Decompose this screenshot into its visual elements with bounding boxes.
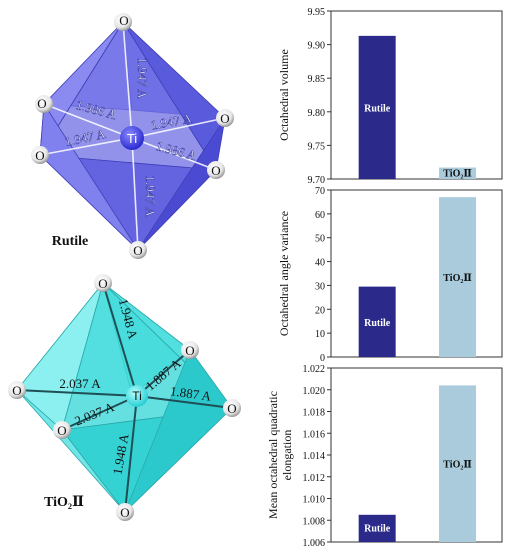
- y-tick-label: 1.010: [303, 495, 326, 506]
- y-tick-label: 9.70: [308, 175, 326, 186]
- y-tick-label: 60: [315, 210, 325, 221]
- bar-rutile: [358, 514, 396, 542]
- o-label: O: [227, 401, 236, 416]
- y-axis-label: Octahedral angle variance: [277, 211, 291, 336]
- o-label: O: [211, 163, 220, 178]
- y-tick-label: 1.008: [303, 516, 326, 527]
- y-tick-label: 1.016: [303, 429, 326, 440]
- y-tick-label: 1.014: [303, 451, 326, 462]
- y-tick-label: 10: [315, 329, 325, 340]
- octahedra-figure: 1.947 A 1.986 A 1.947 A 1.947 A 1.986 A …: [8, 13, 241, 521]
- tio2-bond-label: 1.948 A: [110, 432, 132, 476]
- bar-tio2-ii: [439, 167, 477, 179]
- chart-frame: [330, 189, 503, 358]
- rutile-ti-atom: [120, 126, 144, 150]
- bar-rutile: [358, 286, 396, 357]
- bar-tio2-ii: [439, 197, 477, 357]
- rutile-bond-label: 1.947 A: [150, 111, 194, 133]
- bar-label: Rutile: [364, 523, 391, 534]
- y-tick-label: 1.006: [303, 538, 326, 549]
- y-tick-label: 0: [320, 353, 325, 364]
- y-tick-label: 9.90: [308, 41, 326, 52]
- chart-panel: 1.006 1.008 1.010 1.012 1.014 1.016 1.018 1.020…: [266, 364, 503, 549]
- tio2-o-atoms: [8, 274, 241, 521]
- y-tick-label: 1.020: [303, 386, 326, 397]
- rutile-face: [39, 102, 139, 251]
- tio2-bond-label: 2.037 A: [59, 376, 101, 391]
- o-label: O: [220, 111, 229, 126]
- y-tick-label: 9.75: [308, 141, 326, 152]
- y-tick-label: 9.85: [308, 74, 326, 85]
- y-tick-label: 40: [315, 258, 325, 269]
- chart-panel: 9.70 9.75 9.80 9.85 9.90 9.95 Rutile TiO₂Ⅱ Octah…: [277, 7, 503, 186]
- o-label: O: [37, 96, 46, 111]
- y-tick-label: 50: [315, 234, 325, 245]
- bar-label: Rutile: [364, 318, 391, 329]
- tio2-face: [16, 389, 126, 513]
- rutile-title: Rutile: [52, 234, 89, 249]
- rutile-ti-label: Ti: [127, 131, 137, 146]
- rutile-bond-label: 1.947 A: [143, 175, 158, 217]
- tio2-ti-atom: [126, 385, 148, 407]
- o-label: O: [35, 148, 44, 163]
- bar-tio2-ii: [439, 385, 477, 542]
- tio2-ti-label: Ti: [132, 389, 142, 403]
- y-tick-label: 1.012: [303, 473, 326, 484]
- bar-label: TiO₂Ⅱ: [443, 460, 471, 471]
- rutile-octahedron: 1.947 A 1.986 A 1.947 A 1.947 A 1.986 A …: [31, 13, 234, 259]
- o-label: O: [98, 276, 107, 291]
- y-tick-label: 9.95: [308, 7, 326, 18]
- y-tick-label: 1.022: [303, 364, 326, 375]
- y-tick-label: 70: [315, 186, 325, 197]
- bar-label: Rutile: [364, 103, 391, 114]
- chart-frame: [330, 10, 503, 180]
- o-label: O: [133, 243, 142, 258]
- tio2-face: [124, 349, 233, 513]
- y-tick-label: 20: [315, 305, 325, 316]
- o-label: O: [185, 343, 194, 358]
- rutile-face: [137, 117, 226, 251]
- tio2-ii-octahedron: 1.948 A 1.887 A 2.037 A 2.037 A 1.887 A …: [8, 274, 241, 521]
- bar-label: TiO₂Ⅱ: [443, 168, 471, 179]
- y-axis-label: Mean octahedral quadratic: [266, 391, 280, 519]
- o-label: O: [12, 383, 21, 398]
- rutile-o-atoms: [31, 13, 234, 259]
- o-label: O: [119, 13, 128, 28]
- tio2-bond-label: 1.887 A: [169, 383, 212, 404]
- tio2-title: TiO₂Ⅱ: [44, 495, 84, 510]
- bar-rutile: [358, 35, 396, 179]
- y-axis-label: elongation: [280, 430, 294, 481]
- rutile-bond-label: 1.947 A: [135, 57, 150, 99]
- y-tick-label: 9.80: [308, 108, 326, 119]
- chart-panel: 0 10 20 30 40 50 60 70 Rutile TiO₂Ⅱ Octahedral ang…: [277, 186, 503, 364]
- chart-frame: [330, 367, 503, 543]
- y-tick-label: 30: [315, 281, 325, 292]
- o-label: O: [57, 423, 66, 438]
- y-tick-label: 1.018: [303, 408, 326, 419]
- y-axis-label: Octahedral volume: [277, 49, 291, 141]
- bar-label: TiO₂Ⅱ: [443, 273, 471, 284]
- o-label: O: [120, 505, 129, 520]
